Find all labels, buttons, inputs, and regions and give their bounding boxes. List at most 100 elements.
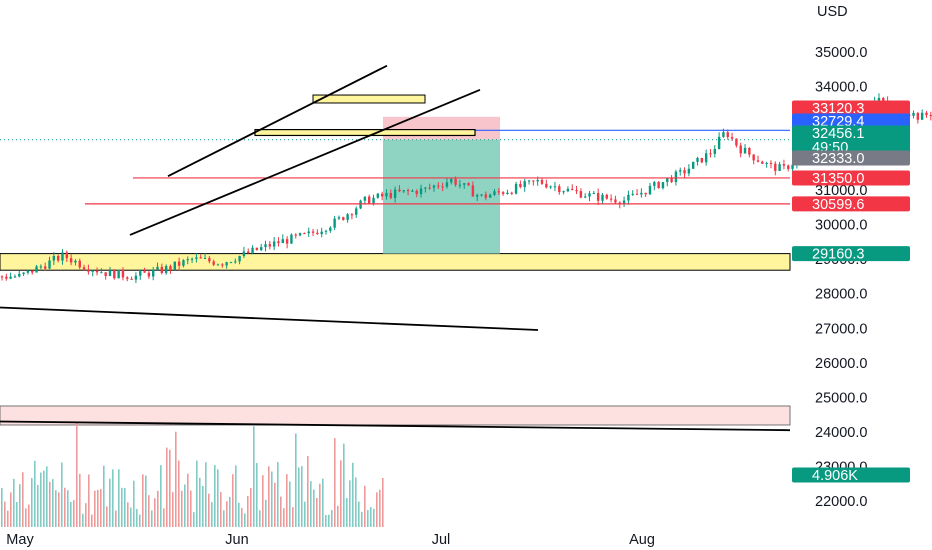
candle-body bbox=[203, 258, 207, 260]
candle-body bbox=[56, 256, 60, 261]
price-tick-label: 30000.0 bbox=[815, 218, 867, 234]
volume-bar bbox=[262, 475, 264, 527]
volume-bar bbox=[169, 449, 171, 527]
candle-body bbox=[380, 193, 384, 197]
candle-body bbox=[437, 185, 440, 187]
candle-body bbox=[406, 190, 410, 192]
volume-bar bbox=[94, 490, 96, 527]
candle-body bbox=[648, 185, 652, 195]
position-profit-box bbox=[383, 139, 500, 254]
candle-body bbox=[536, 180, 539, 182]
candle-body bbox=[22, 272, 25, 274]
candle-body bbox=[782, 164, 786, 166]
volume-bar bbox=[100, 489, 102, 527]
volume-bar bbox=[358, 501, 360, 527]
volume-bar bbox=[307, 455, 309, 527]
candle-body bbox=[493, 191, 496, 195]
candle-body bbox=[584, 196, 587, 198]
volume-trendline bbox=[0, 420, 791, 432]
candle-body bbox=[575, 189, 578, 192]
candle-body bbox=[5, 276, 8, 279]
volume-bar bbox=[343, 443, 345, 527]
volume-bar bbox=[154, 498, 156, 527]
candle-body bbox=[108, 270, 112, 277]
candle-body bbox=[368, 196, 371, 204]
candle-body bbox=[169, 266, 172, 270]
volume-bar bbox=[229, 496, 231, 527]
time-axis[interactable]: May Jun Jul Aug bbox=[6, 532, 655, 548]
candle-body bbox=[480, 194, 483, 196]
candle-body bbox=[74, 260, 77, 263]
candle-body bbox=[355, 208, 358, 215]
volume-bar bbox=[277, 462, 279, 527]
candle-body bbox=[251, 247, 254, 254]
candle-body bbox=[571, 188, 574, 190]
candle-body bbox=[545, 183, 548, 188]
volume-bar bbox=[355, 477, 357, 527]
volume-bar bbox=[334, 438, 336, 527]
price-tag bbox=[792, 100, 910, 116]
volume-bar bbox=[1, 488, 3, 527]
candle-body bbox=[428, 187, 431, 189]
time-tick-label: Jun bbox=[225, 532, 248, 548]
candle-body bbox=[333, 218, 336, 228]
volume-bar bbox=[52, 479, 54, 527]
candle-body bbox=[640, 192, 643, 195]
candle-body bbox=[337, 217, 341, 219]
candle-body bbox=[242, 251, 246, 257]
volume-bar bbox=[16, 502, 18, 527]
candle-body bbox=[653, 182, 656, 186]
candle-body bbox=[173, 261, 176, 270]
candle-body bbox=[247, 251, 250, 254]
volume-bar bbox=[361, 511, 363, 527]
volume-bar bbox=[148, 495, 150, 527]
candle-body bbox=[152, 269, 155, 277]
volume-bar bbox=[340, 460, 342, 527]
volume-bar bbox=[304, 501, 306, 527]
volume-bar bbox=[244, 513, 246, 527]
candle-body bbox=[622, 200, 626, 205]
candle-body bbox=[424, 187, 427, 189]
candle-body bbox=[147, 272, 151, 277]
volume-bar bbox=[325, 514, 327, 527]
candle-body bbox=[290, 234, 293, 244]
candle-body bbox=[61, 252, 64, 261]
volume-bar bbox=[103, 465, 105, 527]
volume-bar bbox=[364, 485, 366, 527]
volume-bar bbox=[349, 480, 351, 527]
candle-body bbox=[342, 217, 345, 220]
candle-body bbox=[635, 193, 639, 195]
volume-bar bbox=[73, 500, 75, 527]
price-tick-label: 27000.0 bbox=[815, 321, 867, 337]
volume-bar bbox=[64, 487, 66, 527]
candle-body bbox=[415, 190, 418, 195]
candle-body bbox=[670, 178, 673, 183]
candle-body bbox=[216, 264, 220, 266]
volume-bar bbox=[295, 433, 297, 527]
candle-body bbox=[372, 197, 375, 204]
volume-bar bbox=[346, 497, 348, 527]
candle-body bbox=[761, 161, 764, 164]
candle-body bbox=[78, 260, 81, 268]
candle-body bbox=[363, 196, 367, 201]
candle-body bbox=[95, 270, 99, 273]
candle-body bbox=[605, 194, 608, 199]
candle-body bbox=[614, 199, 617, 203]
volume-bar bbox=[124, 488, 126, 527]
candle-body bbox=[113, 270, 116, 279]
candle-body bbox=[18, 273, 21, 277]
candle-body bbox=[579, 191, 583, 198]
volume-bar bbox=[97, 489, 99, 527]
candle-body bbox=[69, 258, 73, 263]
candle-body bbox=[787, 165, 790, 169]
candle-body bbox=[156, 266, 159, 270]
price-tag bbox=[792, 150, 910, 166]
candle-body bbox=[920, 112, 924, 120]
position-loss-box bbox=[383, 116, 500, 140]
candle-body bbox=[177, 261, 181, 266]
time-tick-label: Jul bbox=[432, 532, 451, 548]
candle-body bbox=[26, 270, 30, 273]
volume-bar bbox=[376, 492, 378, 527]
volume-bar bbox=[49, 481, 51, 527]
